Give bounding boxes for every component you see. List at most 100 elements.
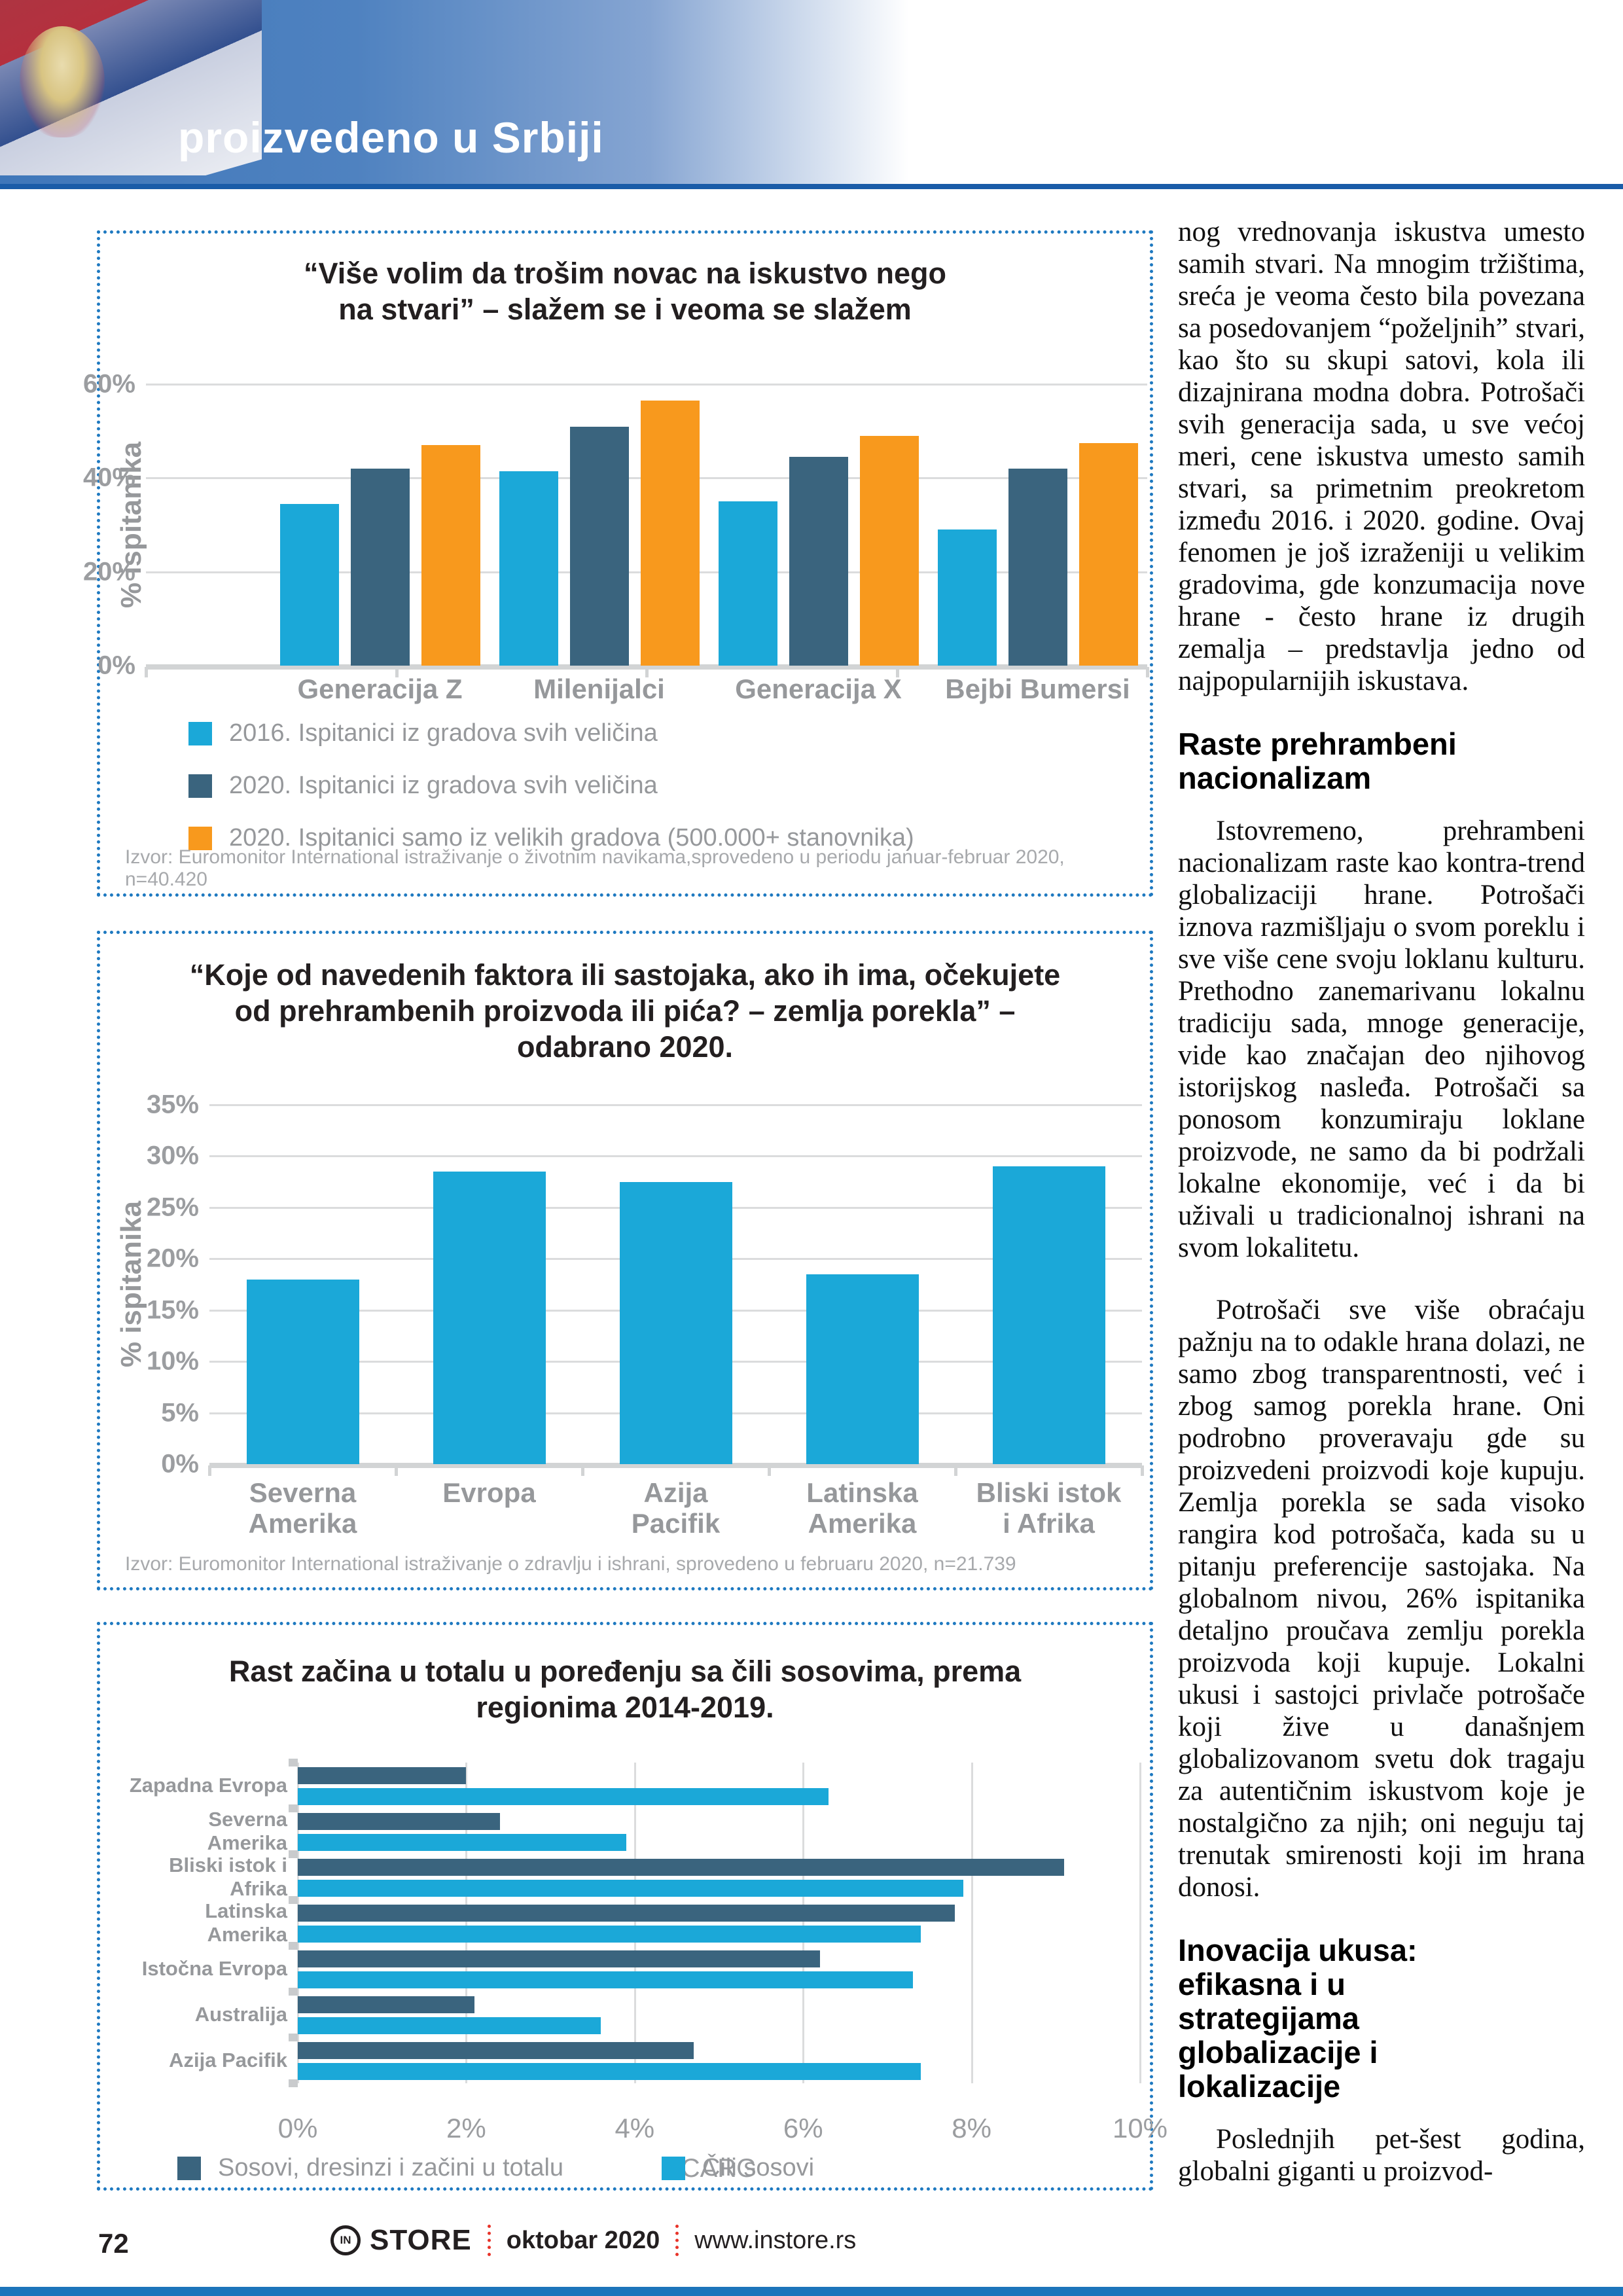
article-paragraph: Istovremeno, prehrambeni nacionalizam ra… — [1178, 816, 1585, 1263]
gridline — [1139, 1763, 1141, 2083]
x-tick-label: 8% — [952, 2113, 991, 2144]
bar-cell — [209, 1279, 396, 1464]
article-heading: Raste prehrambeni nacionalizam — [1178, 726, 1457, 795]
chart-1-legend: 2016. Ispitanici iz gradova svih veličin… — [188, 719, 914, 876]
chart-1-bars — [146, 384, 1147, 666]
category-label: Zapadna Evropa — [129, 1774, 287, 1797]
chart-3-title: Rast začina u totalu u poređenju sa čili… — [228, 1655, 1022, 1724]
y-tick-label: 5% — [161, 1398, 199, 1427]
y-tick-label: 20% — [82, 557, 135, 586]
bar — [789, 457, 848, 666]
bar — [859, 435, 919, 666]
bar — [298, 1788, 829, 1805]
article-paragraph: Potrošači sve više obraćaju pažnju na to… — [1178, 1295, 1585, 1903]
bar — [298, 1834, 626, 1851]
website-url: www.instore.rs — [694, 2226, 857, 2254]
bar — [246, 1279, 359, 1464]
header-divider — [0, 184, 1623, 189]
legend-swatch-dark — [177, 2156, 201, 2180]
serbian-flag-image — [0, 0, 262, 175]
legend-item: 2020. Ispitanici samo iz velikih gradova… — [188, 824, 914, 852]
category-label: Latinska Amerika — [205, 1899, 287, 1946]
legend-label: 2020. Ispitanici samo iz velikih gradova… — [229, 824, 914, 852]
bar — [298, 2017, 601, 2034]
bar — [298, 1926, 921, 1943]
category-label: Australija — [194, 2003, 287, 2026]
page-footer: 72 IN STORE oktobar 2020 www.instore.rs — [0, 2224, 1623, 2270]
bar — [569, 426, 629, 666]
x-tick-label: 4% — [615, 2113, 655, 2144]
chart-1-plot: 0% 20% 40% 60% — [83, 370, 1149, 680]
gridline — [465, 1763, 468, 2083]
x-tick-label: 10% — [1112, 2113, 1168, 2144]
category-label: Istočna Evropa — [141, 1957, 287, 1980]
chart-2-title: “Koje od navedenih faktora ili sastojaka… — [189, 958, 1061, 1064]
gridline — [971, 1763, 973, 2083]
page-header: proizvedeno u Srbiji — [0, 0, 1623, 185]
bar — [1008, 469, 1067, 666]
y-tick-label: 20% — [146, 1244, 199, 1273]
instore-logo-icon: IN — [330, 2225, 361, 2255]
footer-separator — [675, 2225, 679, 2256]
bar — [433, 1171, 546, 1464]
bar — [499, 471, 558, 666]
bottom-accent-bar — [0, 2287, 1623, 2296]
section-title: proizvedeno u Srbiji — [178, 113, 604, 162]
legend-swatch — [188, 826, 212, 850]
category-label: Generacija X — [735, 673, 902, 704]
chart-2-plot: 0% 5% 10% 15% 20% 25% 30% 35% — [147, 1090, 1144, 1479]
axis-tick — [895, 667, 899, 677]
axis-tick — [289, 2079, 298, 2087]
bar — [298, 1859, 1065, 1876]
chart-panel-generations: “Više volim da trošim novac na iskustvo … — [83, 230, 1153, 897]
y-tick-label: 15% — [146, 1295, 199, 1325]
issue-date: oktobar 2020 — [506, 2226, 660, 2254]
axis-tick — [289, 1804, 298, 1812]
bar — [298, 1905, 955, 1922]
bar-group — [709, 435, 928, 666]
gridline — [209, 1104, 1142, 1106]
y-tick-label: 0% — [161, 1449, 199, 1479]
legend-swatch — [188, 774, 212, 798]
chart-2-bars — [209, 1105, 1142, 1464]
bar — [937, 529, 997, 666]
axis-tick — [581, 1465, 584, 1476]
axis-tick — [1146, 667, 1149, 677]
bar — [298, 1996, 475, 2013]
chart-3-category-labels: Zapadna Evropa Severna Amerika Bliski isto… — [124, 1763, 287, 2083]
chart-panel-country-of-origin: “Koje od navedenih faktora ili sastojaka… — [97, 931, 1153, 1590]
chart-1-categories: Generacija Z Milenijalci Generacija X Bejbi… — [146, 673, 1147, 705]
footer-separator — [487, 2225, 491, 2256]
flag-crest-icon — [20, 26, 105, 137]
category-label: Bliski istok i Afrika — [976, 1477, 1122, 1539]
category-label: Generacija Z — [297, 673, 463, 704]
axis-tick — [289, 1942, 298, 1950]
gridline — [209, 1155, 1142, 1158]
gridline — [209, 1463, 1142, 1468]
bar — [298, 1813, 500, 1830]
axis-tick — [289, 1988, 298, 1996]
legend-label: 2016. Ispitanici iz gradova svih veličin… — [229, 719, 658, 747]
bar-cell — [955, 1166, 1142, 1464]
chart-1-title: “Više volim da trošim novac na iskustvo … — [304, 257, 946, 326]
bar — [298, 1767, 467, 1784]
bar — [619, 1181, 732, 1464]
x-tick-label: 0% — [277, 2113, 318, 2144]
x-tick-label: 6% — [783, 2113, 823, 2144]
bar — [640, 401, 700, 666]
bar-group — [928, 442, 1147, 666]
y-tick-label: 0% — [98, 651, 135, 680]
y-tick-label: 35% — [146, 1090, 199, 1119]
axis-tick — [145, 667, 148, 677]
bar — [279, 503, 339, 666]
legend-item: 2016. Ispitanici iz gradova svih veličin… — [188, 719, 914, 747]
chart-1-source: Izvor: Euromonitor International istraži… — [125, 846, 1065, 890]
y-tick-label: 30% — [146, 1141, 199, 1170]
article-column: nog vrednovanja iskustva umesto samih st… — [1178, 216, 1585, 2217]
bar — [298, 1971, 913, 1988]
page-number: 72 — [98, 2228, 129, 2259]
chart-3-legend-item-total: Sosovi, dresinzi i začini u totalu — [177, 2154, 563, 2182]
article-paragraph: nog vrednovanja iskustva umesto samih st… — [1178, 217, 1585, 696]
gridline — [297, 1763, 299, 2083]
